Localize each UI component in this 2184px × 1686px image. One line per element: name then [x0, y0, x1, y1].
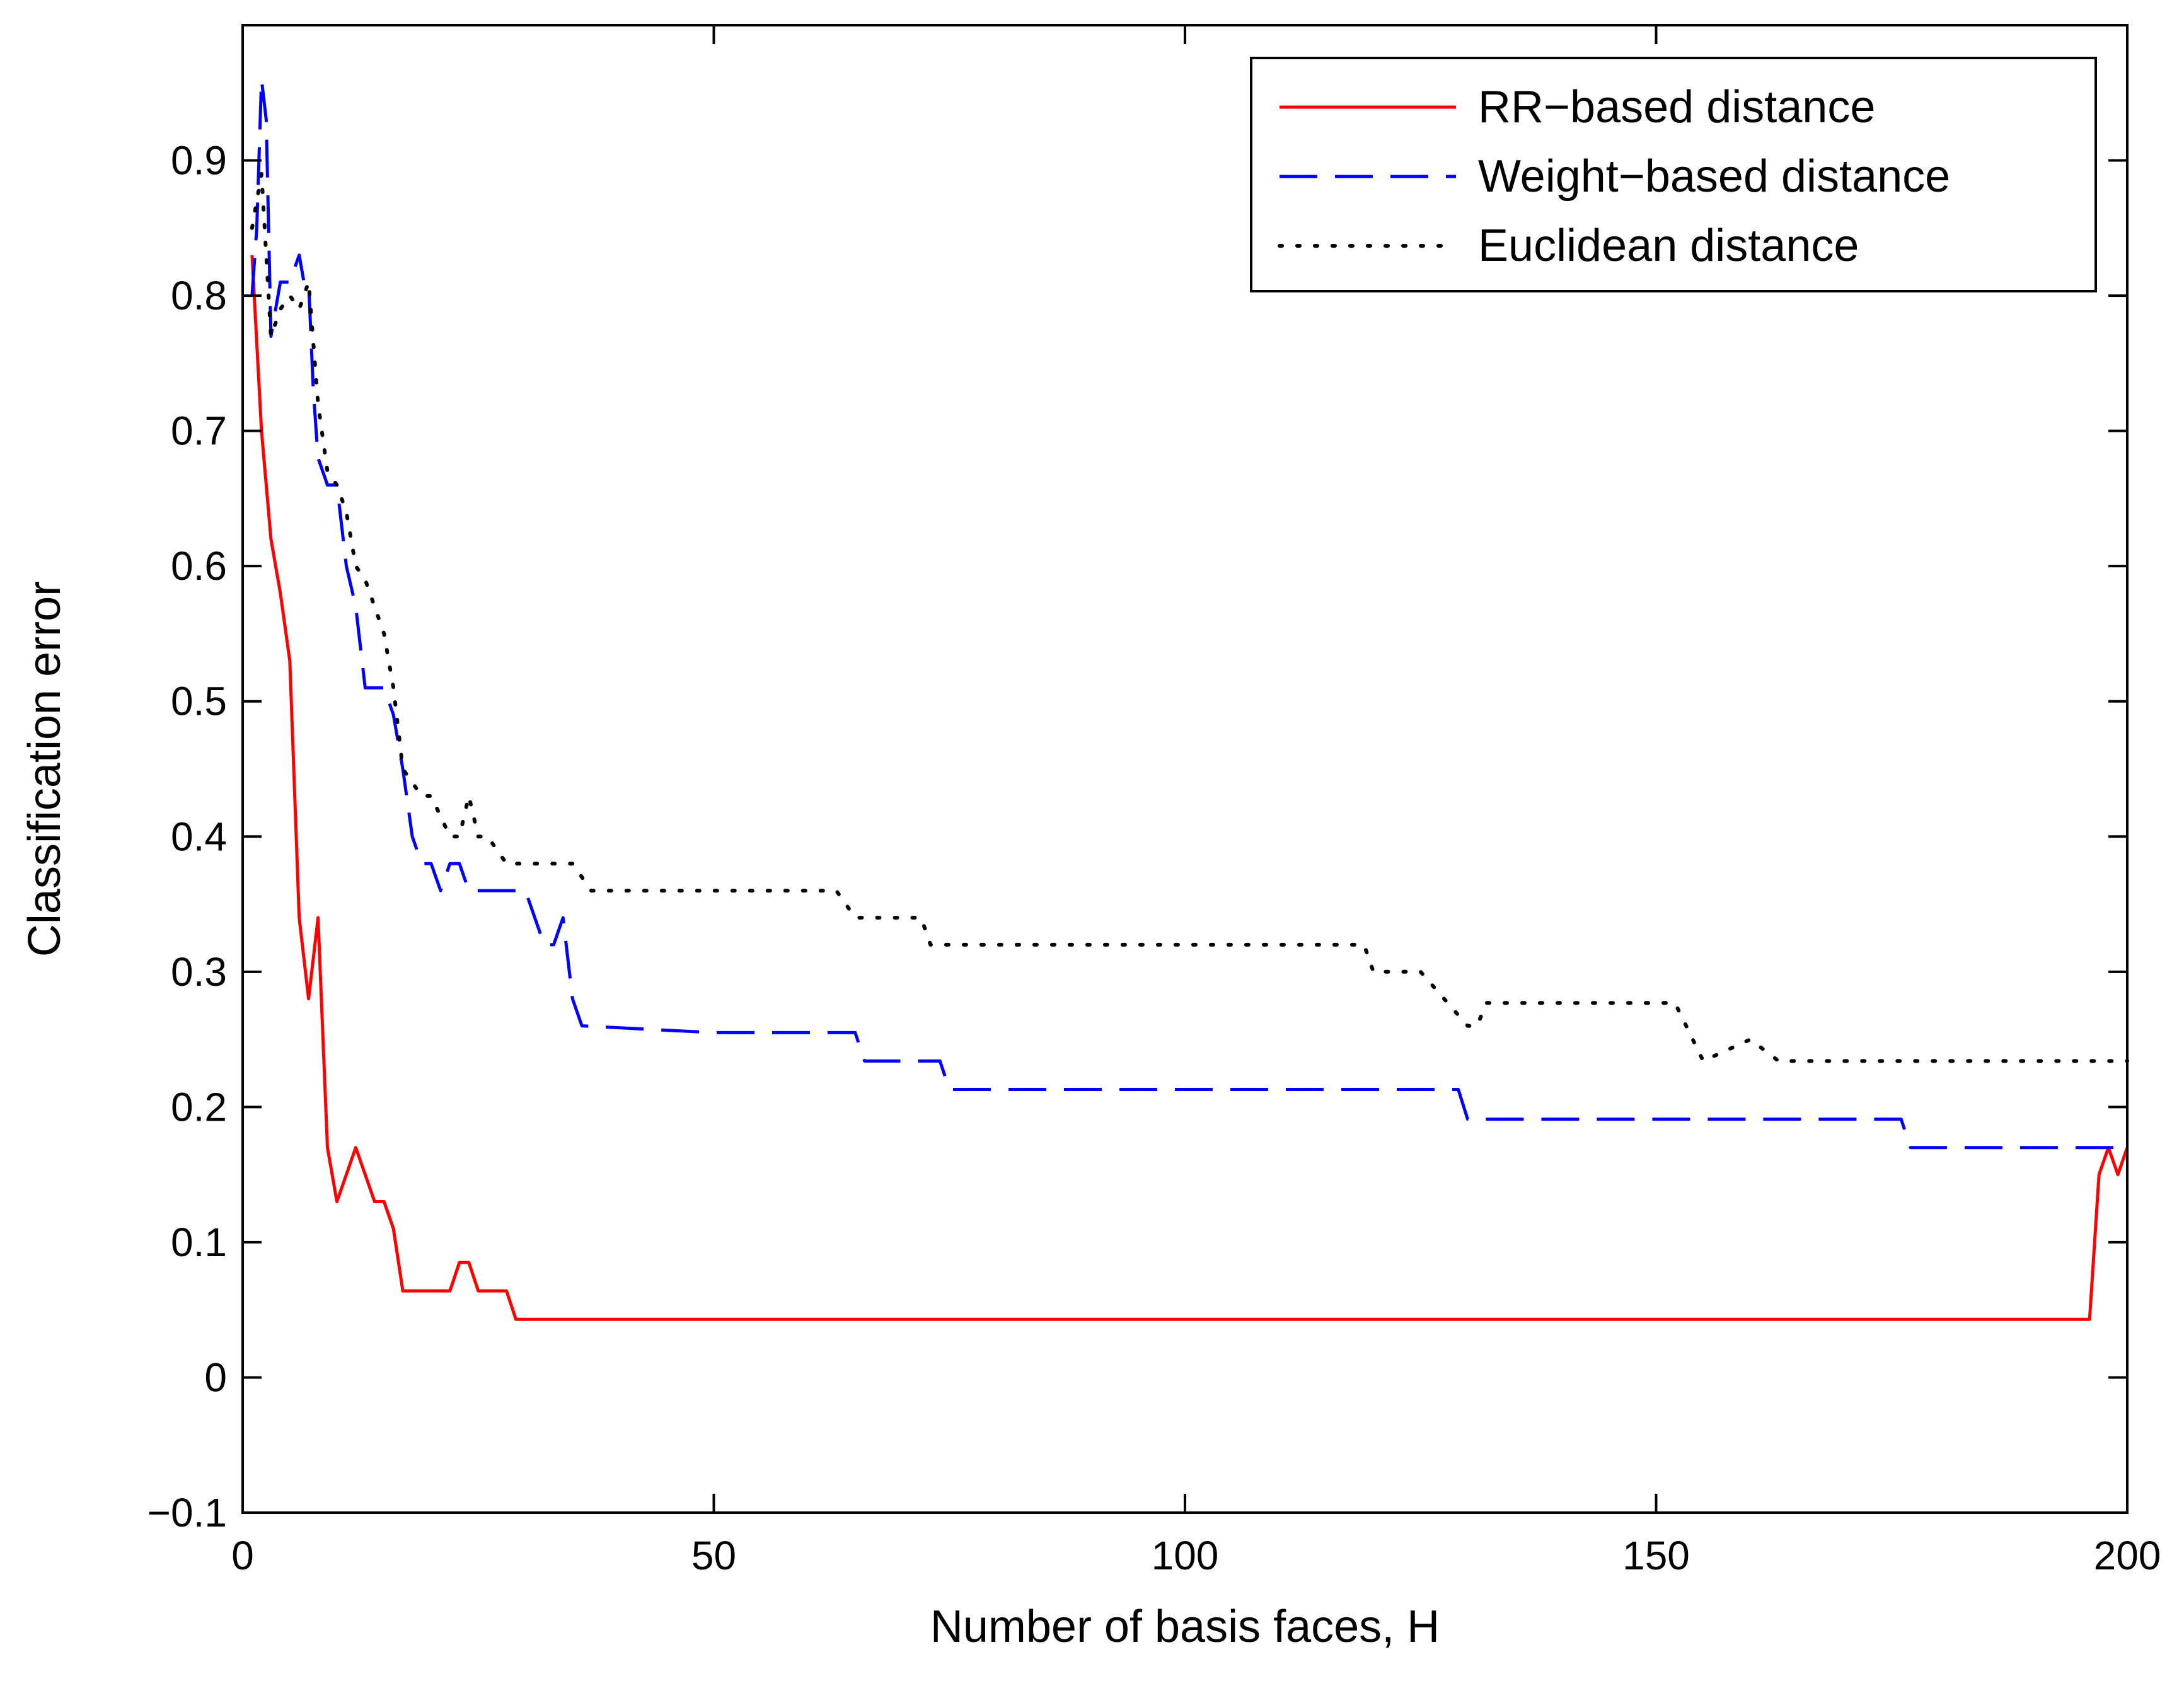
- y-tick-label: 0: [204, 1354, 227, 1400]
- series-line-2: [250, 172, 2129, 1063]
- ticks-layer: 0 50 100 150 200−0.100.10.20.30.40.50.60.70.…: [147, 25, 2161, 1578]
- legend-label-euclidean: Euclidean distance: [1478, 221, 1859, 271]
- y-tick-label: 0.9: [171, 138, 227, 183]
- y-tick-label: 0.2: [171, 1084, 227, 1129]
- y-tick-label: 0.4: [171, 814, 227, 859]
- y-tick-label: −0.1: [147, 1490, 227, 1535]
- y-tick-label: 0.3: [171, 949, 227, 995]
- y-tick-label: 0.6: [171, 543, 227, 589]
- series-layer: [250, 78, 2129, 1321]
- legend-label-rr: RR−based distance: [1478, 82, 1875, 132]
- y-tick-label: 0.5: [171, 679, 227, 724]
- y-tick-label: 0.8: [171, 273, 227, 318]
- series-line-0: [250, 255, 2129, 1321]
- legend: RR−based distance Weight−based distance …: [1250, 57, 2097, 292]
- legend-label-weight: Weight−based distance: [1478, 151, 1950, 202]
- series-line-1: [250, 78, 2127, 1150]
- plot-frame: [241, 24, 2129, 1514]
- x-axis-label: Number of basis faces, H: [930, 1602, 1440, 1652]
- x-tick-label: 100: [1152, 1533, 1219, 1578]
- x-tick-label: 200: [2094, 1533, 2161, 1578]
- y-axis-label: Classification error: [20, 581, 70, 957]
- y-tick-label: 0.1: [171, 1220, 227, 1265]
- x-tick-label: 0: [231, 1533, 254, 1578]
- legend-box: [1250, 57, 2097, 292]
- x-tick-label: 150: [1622, 1533, 1690, 1578]
- y-tick-label: 0.7: [171, 408, 227, 454]
- x-tick-label: 50: [691, 1533, 736, 1578]
